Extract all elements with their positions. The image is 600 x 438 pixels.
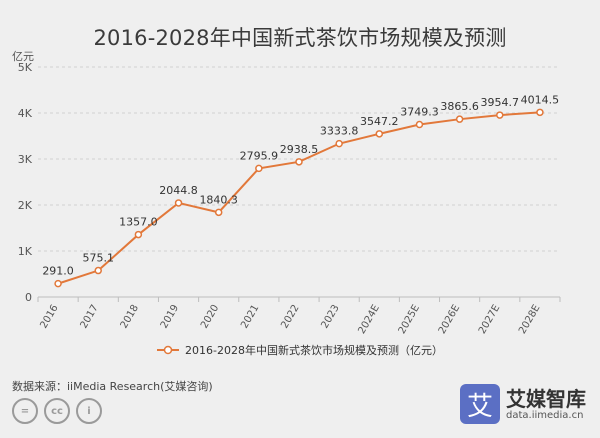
data-point	[335, 139, 343, 148]
x-tick-label: 2027E	[477, 303, 502, 336]
x-tick-label: 2024E	[356, 303, 381, 336]
data-label: 575.1	[82, 252, 114, 265]
data-point	[536, 108, 544, 117]
y-tick-label: 5K	[18, 61, 33, 74]
nd-license-icon: =	[12, 398, 38, 424]
y-tick-label: 4K	[18, 107, 33, 120]
legend: 2016-2028年中国新式茶饮市场规模及预测（亿元）	[0, 342, 600, 358]
by-license-icon: i	[76, 398, 102, 424]
x-tick-label: 2028E	[517, 303, 542, 336]
data-point	[415, 120, 424, 129]
y-axis-unit: 亿元	[12, 50, 34, 63]
brand-icon: 艾	[460, 384, 500, 424]
y-tick-label: 1K	[18, 245, 33, 258]
legend-label: 2016-2028年中国新式茶饮市场规模及预测（亿元）	[185, 344, 443, 357]
license-icons: = cc i	[12, 398, 102, 424]
data-point	[134, 230, 143, 239]
x-tick-label: 2017	[79, 303, 101, 331]
data-label: 2044.8	[159, 184, 198, 197]
y-tick-label: 2K	[18, 199, 33, 212]
x-tick-label: 2022	[279, 303, 301, 331]
legend-swatch	[157, 345, 180, 355]
data-point	[54, 279, 62, 288]
x-tick-label: 2025E	[397, 303, 422, 336]
data-point	[94, 266, 102, 275]
x-tick-label: 2020	[199, 303, 221, 331]
data-label: 3749.3	[400, 106, 439, 119]
data-point	[255, 164, 263, 173]
x-tick-label: 2016	[38, 303, 60, 331]
x-tick-label: 2026E	[437, 303, 462, 336]
series-line	[57, 111, 540, 285]
y-tick-label: 0	[25, 291, 32, 304]
data-point	[174, 199, 183, 207]
brand-url: data.iimedia.cn	[506, 409, 584, 421]
x-tick-label: 2018	[119, 303, 141, 331]
data-point	[455, 115, 464, 123]
data-label: 3547.2	[360, 115, 399, 128]
data-label: 3333.8	[320, 125, 359, 138]
brand-name: 艾媒智库	[506, 386, 586, 411]
x-tick-label: 2023	[319, 303, 341, 331]
data-label: 1357.0	[119, 216, 158, 229]
data-point	[496, 111, 504, 119]
brand-logo: 艾 艾媒智库 data.iimedia.cn	[460, 384, 586, 424]
data-point	[375, 130, 384, 138]
data-point	[214, 208, 223, 217]
x-tick-label: 2021	[239, 303, 261, 331]
data-label: 2795.9	[240, 149, 279, 162]
chart-title: 2016-2028年中国新式茶饮市场规模及预测	[93, 26, 507, 50]
x-tick-label: 2019	[159, 303, 181, 331]
data-label: 2938.5	[280, 143, 319, 156]
line-chart: 0 1K 2K 3K 4K 5K 2016 2017 2018 2019 2020 2021 2022 2…	[18, 61, 561, 336]
y-tick-label: 3K	[18, 153, 33, 166]
cc-license-icon: cc	[44, 398, 70, 424]
data-label: 1840.3	[199, 193, 238, 206]
data-source: 数据来源：iiMedia Research(艾媒咨询)	[12, 380, 213, 393]
data-label: 291.0	[42, 265, 74, 278]
data-point	[295, 158, 303, 166]
data-label: 3865.6	[440, 100, 479, 113]
data-label: 4014.5	[521, 93, 560, 106]
data-label: 3954.7	[481, 96, 520, 109]
